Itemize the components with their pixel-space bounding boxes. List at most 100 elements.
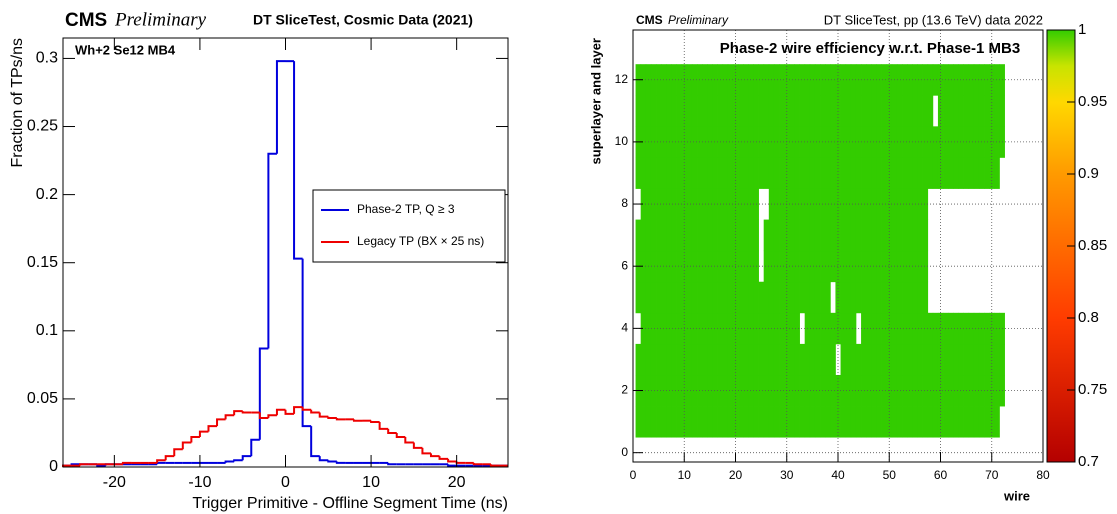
heatmap-cell (650, 219, 657, 252)
heatmap-cell (650, 250, 657, 283)
heatmap-cell (799, 281, 806, 314)
heatmap-cell (748, 126, 754, 158)
heatmap-cell (912, 219, 918, 252)
heatmap-cell (753, 157, 759, 189)
heatmap-cell (779, 95, 785, 127)
y-tick-label: 0.2 (36, 186, 58, 203)
heatmap-cell (779, 343, 785, 376)
heatmap-cell (830, 343, 836, 376)
heatmap-cell (881, 312, 888, 345)
heatmap-cell (732, 343, 739, 376)
heatmap-cell (645, 343, 652, 376)
heatmap-cell (686, 343, 693, 376)
heatmap-cell (937, 343, 944, 376)
heatmap-cell (799, 157, 806, 189)
heatmap-cell (727, 188, 734, 220)
y-tick-label: 10 (615, 134, 629, 148)
hist-step (216, 418, 226, 427)
heatmap-cell (707, 64, 713, 96)
heatmap-cell (702, 64, 708, 96)
heatmap-cell (861, 250, 867, 283)
heatmap-cell (763, 64, 770, 96)
heatmap-cell (943, 157, 949, 189)
heatmap-cell (753, 219, 759, 252)
hist-step (301, 407, 312, 411)
hist-step (241, 455, 252, 461)
heatmap-cell (753, 406, 759, 438)
heatmap-cell (727, 406, 734, 438)
heatmap-cell (712, 406, 718, 438)
heatmap-cell (989, 312, 995, 345)
heatmap-cell (773, 312, 780, 345)
heatmap-cell (876, 343, 882, 376)
heatmap-cell (676, 343, 683, 376)
heatmap-cell (871, 95, 877, 127)
heatmap-cell (748, 157, 754, 189)
heatmap-cell (738, 126, 744, 158)
heatmap-cell (886, 406, 893, 438)
heatmap-cell (814, 64, 821, 96)
heatmap-cell (845, 406, 852, 438)
heatmap-cell (773, 126, 780, 158)
hist-step (378, 422, 389, 430)
heatmap-cell (902, 406, 908, 438)
heatmap-cell (702, 312, 708, 345)
heatmap-cell (809, 64, 816, 96)
heatmap-cell (799, 126, 806, 158)
heatmap-cell (640, 406, 647, 438)
heatmap-cell (845, 250, 852, 283)
heatmap-cell (640, 95, 647, 127)
heatmap-cell (722, 126, 729, 158)
hist-step (352, 419, 363, 422)
heatmap-cell (896, 250, 903, 283)
heatmap-cell (768, 95, 775, 127)
hist-step (335, 461, 346, 464)
z-tick-label: 1 (1078, 21, 1086, 38)
heatmap-cell (640, 281, 647, 314)
x-tick-label: -20 (103, 474, 126, 491)
heatmap-cell (650, 64, 657, 96)
heatmap-cell (809, 95, 816, 127)
heatmap-cell (881, 219, 888, 252)
heatmap-cell (948, 95, 954, 127)
heatmap-cell (855, 95, 862, 127)
hist-step (241, 411, 252, 414)
heatmap-cell (937, 312, 944, 345)
x-tick-label: -10 (188, 474, 211, 491)
heatmap-cell (820, 219, 826, 252)
y-tick-label: 0 (621, 445, 628, 459)
heatmap-cell (922, 219, 929, 252)
heatmap-cell (825, 219, 831, 252)
heatmap-cell (809, 374, 816, 407)
heatmap-cell (743, 406, 749, 438)
heatmap-cell (727, 374, 734, 407)
heatmap-cell (763, 157, 770, 189)
heatmap-cell (640, 374, 647, 407)
heatmap-cell (820, 406, 826, 438)
heatmap-cell (743, 219, 749, 252)
heatmap-cell (712, 312, 718, 345)
heatmap-cell (881, 374, 888, 407)
heatmap-cell (840, 219, 847, 252)
heatmap-cell (758, 374, 765, 407)
heatmap-cell (814, 374, 821, 407)
heatmap-cell (727, 312, 734, 345)
heatmap-cell (958, 406, 964, 438)
heatmap-cell (763, 219, 770, 252)
heatmap-cell (845, 281, 852, 314)
heatmap-cell (681, 406, 688, 438)
heatmap-cell (676, 374, 683, 407)
heatmap-cell (758, 157, 765, 189)
hist-step (455, 461, 466, 464)
heatmap-cell (794, 406, 800, 438)
heatmap-cell (789, 219, 795, 252)
heatmap-cell (640, 219, 647, 252)
heatmap-cell (722, 188, 729, 220)
heatmap-cell (825, 157, 831, 189)
heatmap-cell (661, 406, 667, 438)
heatmap-cell (937, 126, 944, 158)
heatmap-cell (943, 95, 949, 127)
heatmap-cell (773, 95, 780, 127)
heatmap-cell (825, 64, 831, 96)
heatmap-cell (881, 95, 888, 127)
